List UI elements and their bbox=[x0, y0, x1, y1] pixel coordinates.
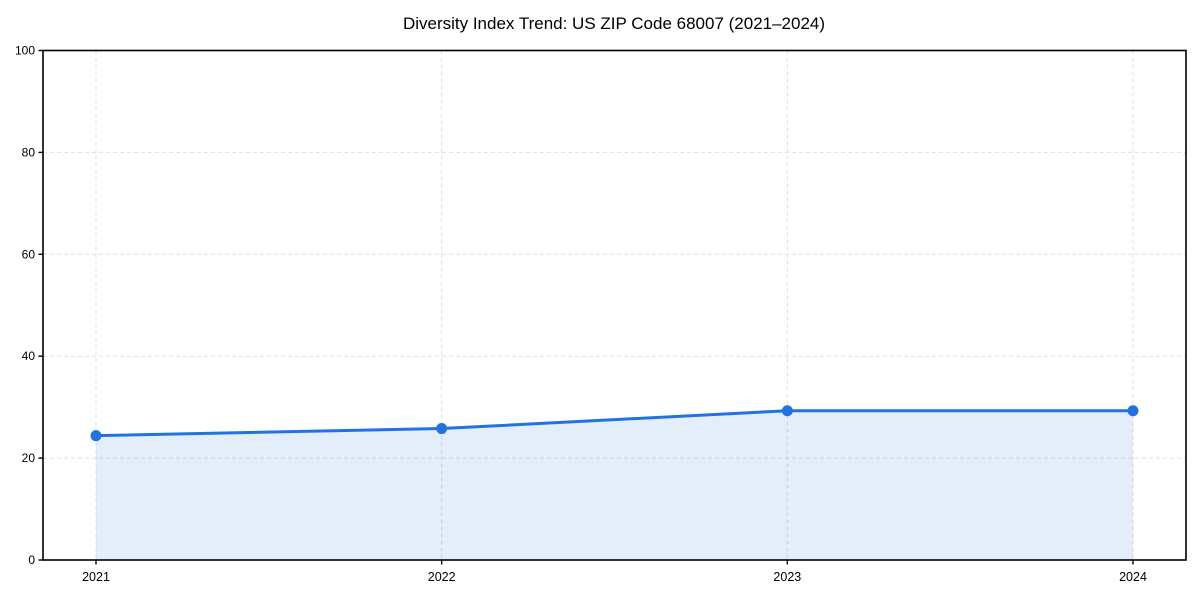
data-point-marker bbox=[436, 423, 448, 435]
data-point-marker bbox=[1127, 405, 1139, 417]
plot-layers: 0 20 40 60 80 100 2021 2022 2023 2024 bbox=[15, 44, 1187, 584]
y-tick-label: 0 bbox=[28, 553, 35, 567]
data-point-marker bbox=[90, 430, 102, 442]
y-tick-label: 20 bbox=[22, 451, 36, 465]
y-tick-label: 80 bbox=[22, 145, 36, 159]
y-tick-label: 100 bbox=[15, 44, 35, 58]
axes-frame bbox=[42, 49, 1187, 561]
chart-title: Diversity Index Trend: US ZIP Code 68007… bbox=[403, 14, 825, 33]
data-point-marker bbox=[781, 405, 793, 417]
x-tick-label: 2024 bbox=[1119, 570, 1147, 584]
x-tick-label: 2022 bbox=[428, 570, 456, 584]
area-fill bbox=[96, 410, 1133, 560]
x-tick-label: 2023 bbox=[773, 570, 801, 584]
x-tick-label: 2021 bbox=[82, 570, 110, 584]
trend-line bbox=[94, 409, 1135, 438]
y-tick-label: 40 bbox=[22, 349, 36, 363]
y-tick-label: 60 bbox=[22, 247, 36, 261]
